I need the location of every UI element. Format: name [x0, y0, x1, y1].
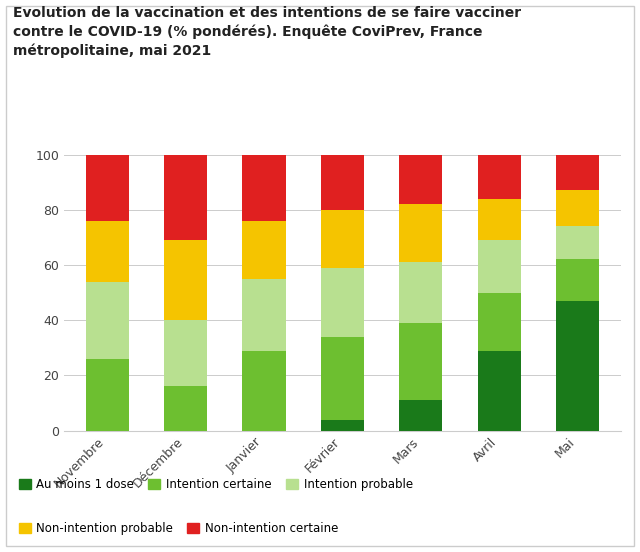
- Bar: [86, 282, 129, 359]
- Bar: [164, 240, 207, 320]
- Bar: [556, 226, 599, 259]
- Bar: [556, 259, 599, 301]
- Bar: [399, 155, 442, 204]
- Bar: [477, 240, 521, 293]
- Bar: [243, 221, 285, 279]
- Bar: [164, 320, 207, 386]
- Bar: [399, 262, 442, 323]
- Bar: [477, 155, 521, 199]
- Bar: [321, 210, 364, 268]
- Bar: [321, 420, 364, 431]
- Bar: [477, 351, 521, 431]
- Bar: [86, 221, 129, 282]
- Bar: [321, 337, 364, 420]
- Bar: [86, 155, 129, 221]
- Legend: Non-intention probable, Non-intention certaine: Non-intention probable, Non-intention ce…: [19, 522, 339, 535]
- Bar: [556, 190, 599, 226]
- Legend: Au moins 1 dose, Intention certaine, Intention probable: Au moins 1 dose, Intention certaine, Int…: [19, 478, 413, 491]
- Bar: [399, 204, 442, 262]
- Bar: [556, 155, 599, 190]
- Bar: [399, 400, 442, 431]
- Bar: [477, 293, 521, 351]
- Bar: [243, 279, 285, 351]
- Bar: [243, 351, 285, 431]
- Bar: [399, 323, 442, 400]
- Bar: [321, 268, 364, 337]
- Bar: [243, 155, 285, 221]
- Bar: [556, 301, 599, 431]
- Text: Evolution de la vaccination et des intentions de se faire vacciner
contre le COV: Evolution de la vaccination et des inten…: [13, 6, 521, 58]
- Bar: [164, 386, 207, 431]
- Bar: [321, 155, 364, 210]
- Bar: [86, 359, 129, 431]
- Bar: [164, 155, 207, 240]
- Bar: [477, 199, 521, 240]
